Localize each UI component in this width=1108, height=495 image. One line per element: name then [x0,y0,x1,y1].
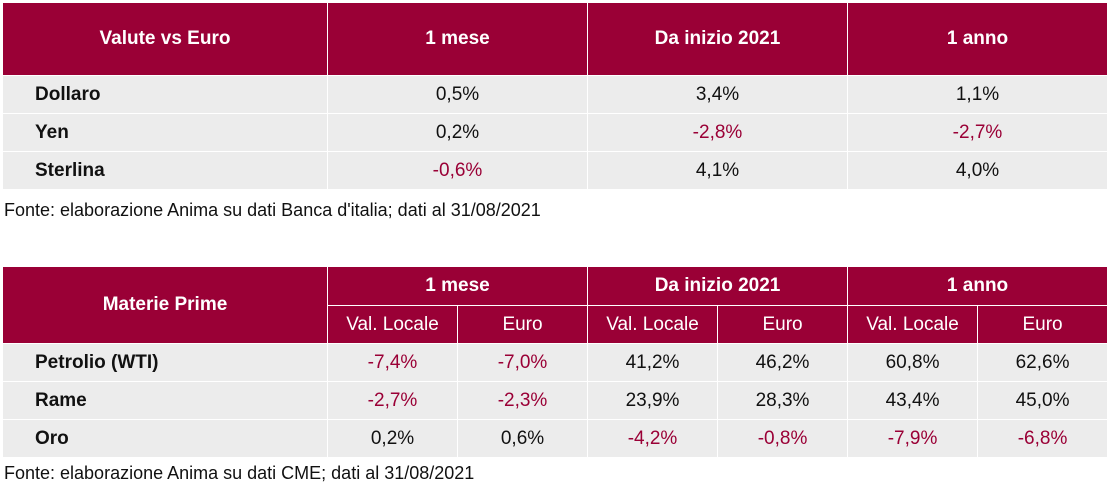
currencies-header-row: Valute vs Euro 1 mese Da inizio 2021 1 a… [2,2,1108,76]
table-cell: -7,4% [327,343,458,382]
table-cell: -7,9% [847,419,979,458]
commodities-table: Materie Prime 1 mese Da inizio 2021 1 an… [2,266,1108,458]
row-label: Rame [2,381,328,420]
currencies-table: Valute vs Euro 1 mese Da inizio 2021 1 a… [2,2,1108,190]
row-label: Dollaro [2,75,328,114]
table-cell: -2,7% [327,381,458,420]
currencies-source-note: Fonte: elaborazione Anima su dati Banca … [4,200,541,220]
table-cell: -0,8% [717,419,849,458]
table-cell: 23,9% [587,381,719,420]
column-1-mese: 1 mese [327,2,588,76]
table-cell: 43,4% [847,381,979,420]
commodities-group-row: Materie Prime 1 mese Da inizio 2021 1 an… [2,266,1108,344]
table-cell: 41,2% [587,343,719,382]
table-row: Rame -2,7% -2,3% 23,9% 28,3% 43,4% 45,0% [2,381,1108,420]
table-cell: 0,5% [327,75,588,114]
table-cell: -2,8% [587,113,848,152]
row-label: Petrolio (WTI) [2,343,328,382]
currencies-title: Valute vs Euro [2,2,328,76]
subheader-val-locale: Val. Locale [847,305,979,344]
commodities-subheader-row: Val. Locale Euro Val. Locale Euro Val. L… [3,305,1108,344]
table-cell: 60,8% [847,343,979,382]
table-cell: 46,2% [717,343,849,382]
table-row: Dollaro 0,5% 3,4% 1,1% [2,75,1108,114]
table-cell: 28,3% [717,381,849,420]
column-da-inizio-2021: Da inizio 2021 [587,2,848,76]
table-cell: 4,0% [847,151,1108,190]
subheader-val-locale: Val. Locale [587,305,719,344]
table-cell: 0,2% [327,113,588,152]
table-row: Oro 0,2% 0,6% -4,2% -0,8% -7,9% -6,8% [2,419,1108,458]
group-1-anno: 1 anno [847,266,1108,306]
table-cell: -4,2% [587,419,719,458]
table-cell: -2,3% [456,381,589,420]
table-cell: 1,1% [847,75,1108,114]
subheader-val-locale: Val. Locale [327,305,458,344]
table-cell: 45,0% [977,381,1108,420]
table-cell: 4,1% [587,151,848,190]
table-row: Petrolio (WTI) -7,4% -7,0% 41,2% 46,2% 6… [2,343,1108,382]
subheader-euro: Euro [456,305,589,344]
row-label: Sterlina [2,151,328,190]
group-1-mese: 1 mese [326,266,589,306]
table-cell: -7,0% [456,343,589,382]
table-row: Sterlina -0,6% 4,1% 4,0% [2,151,1108,190]
commodities-title: Materie Prime [2,266,328,344]
table-cell: 3,4% [587,75,848,114]
table-row: Yen 0,2% -2,8% -2,7% [2,113,1108,152]
group-da-inizio-2021: Da inizio 2021 [587,266,849,306]
row-label: Oro [2,419,328,458]
subheader-euro: Euro [717,305,849,344]
table-cell: -6,8% [977,419,1108,458]
column-1-anno: 1 anno [847,2,1108,76]
table-cell: 62,6% [977,343,1108,382]
table-cell: -0,6% [327,151,588,190]
row-label: Yen [2,113,328,152]
table-cell: -2,7% [847,113,1108,152]
subheader-euro: Euro [977,305,1108,344]
commodities-source-note: Fonte: elaborazione Anima su dati CME; d… [4,463,475,483]
table-cell: 0,2% [327,419,458,458]
table-cell: 0,6% [456,419,589,458]
